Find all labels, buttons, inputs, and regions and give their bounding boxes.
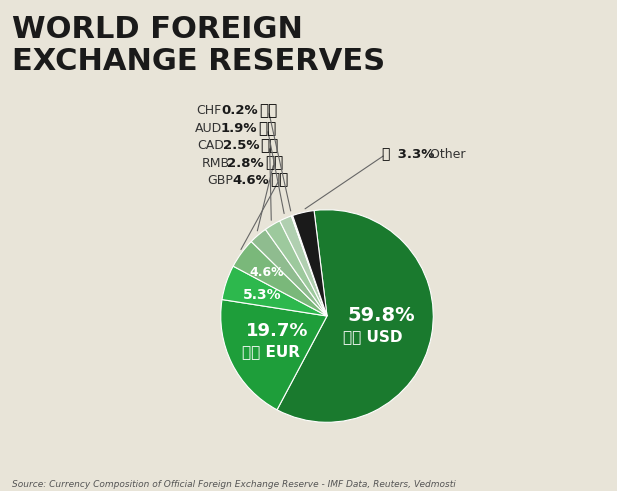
Text: 19.7%: 19.7% — [246, 322, 309, 340]
Wedge shape — [233, 242, 327, 316]
Wedge shape — [277, 210, 433, 422]
Text: 4.6%: 4.6% — [232, 173, 269, 187]
Text: 🇨🇦: 🇨🇦 — [260, 138, 279, 154]
Text: 🇬🇧: 🇬🇧 — [270, 172, 288, 188]
Wedge shape — [265, 221, 327, 316]
Text: CHF: CHF — [196, 105, 222, 117]
Text: Other: Other — [426, 148, 465, 161]
Wedge shape — [222, 266, 327, 316]
Wedge shape — [292, 211, 327, 316]
Text: 2.5%: 2.5% — [223, 139, 259, 153]
Text: WORLD FOREIGN
EXCHANGE RESERVES: WORLD FOREIGN EXCHANGE RESERVES — [12, 15, 386, 76]
Text: 3.3%: 3.3% — [393, 148, 434, 161]
Text: 🇨🇭: 🇨🇭 — [259, 104, 278, 118]
Text: 5.3%: 5.3% — [243, 288, 282, 301]
Text: RMB: RMB — [202, 157, 230, 169]
Text: AUD: AUD — [195, 122, 223, 136]
Wedge shape — [221, 300, 327, 410]
Text: 🇺🇸 USD: 🇺🇸 USD — [343, 329, 402, 344]
Text: 59.8%: 59.8% — [347, 306, 415, 325]
Text: CAD: CAD — [197, 139, 224, 153]
Text: 🌐: 🌐 — [381, 147, 390, 162]
Wedge shape — [251, 229, 327, 316]
Text: 4.6%: 4.6% — [250, 266, 284, 278]
Wedge shape — [280, 216, 327, 316]
Text: 🇨🇳: 🇨🇳 — [265, 156, 283, 170]
Text: 🇪🇺 EUR: 🇪🇺 EUR — [242, 344, 300, 359]
Text: GBP: GBP — [207, 173, 233, 187]
Text: 🇦🇺: 🇦🇺 — [259, 121, 276, 136]
Text: 0.2%: 0.2% — [222, 105, 258, 117]
Wedge shape — [291, 216, 327, 316]
Text: Source: Currency Composition of Official Foreign Exchange Reserve - IMF Data, Re: Source: Currency Composition of Official… — [12, 480, 456, 489]
Text: 2.8%: 2.8% — [227, 157, 263, 169]
Text: 1.9%: 1.9% — [220, 122, 257, 136]
